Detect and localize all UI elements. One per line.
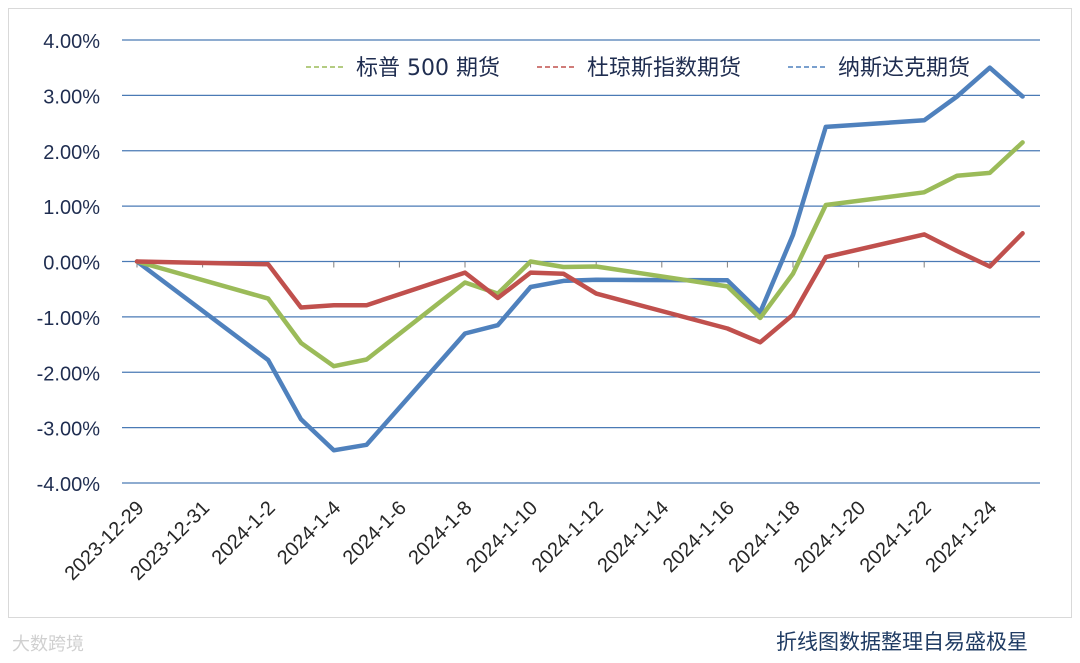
chart-frame (8, 8, 1072, 618)
y-tick-label: -3.00% (37, 419, 101, 441)
x-tick-label: 2024-1-4 (273, 497, 345, 569)
x-tick-label: 2024-1-24 (921, 497, 1001, 577)
watermark: 大数跨境 (12, 634, 84, 655)
y-tick-label: -1.00% (37, 308, 101, 330)
source-note: 折线图数据整理自易盛极星 (776, 630, 1028, 654)
x-tick-label: 2024-1-6 (339, 497, 411, 569)
legend-label: 纳斯达克期货 (838, 56, 970, 81)
y-tick-label: 0.00% (43, 253, 100, 275)
y-tick-label: -2.00% (37, 363, 101, 385)
legend-label: 标普 500 期货 (356, 56, 500, 81)
y-tick-label: -4.00% (37, 474, 101, 496)
line-chart: 4.00% 3.00% 2.00% 1.00% 0.00% -1.00% -2.00% -3.… (37, 31, 1040, 585)
y-tick-label: 4.00% (43, 31, 100, 53)
y-tick-label: 2.00% (43, 142, 100, 164)
x-tick-label: 2024-1-2 (208, 497, 280, 569)
y-tick-label: 3.00% (43, 86, 100, 108)
series-line-2 (134, 231, 1025, 345)
legend-label: 杜琼斯指数期货 (587, 56, 741, 81)
y-tick-label: 1.00% (43, 197, 100, 219)
series-line-0 (134, 65, 1025, 453)
series-line-1 (134, 140, 1025, 369)
